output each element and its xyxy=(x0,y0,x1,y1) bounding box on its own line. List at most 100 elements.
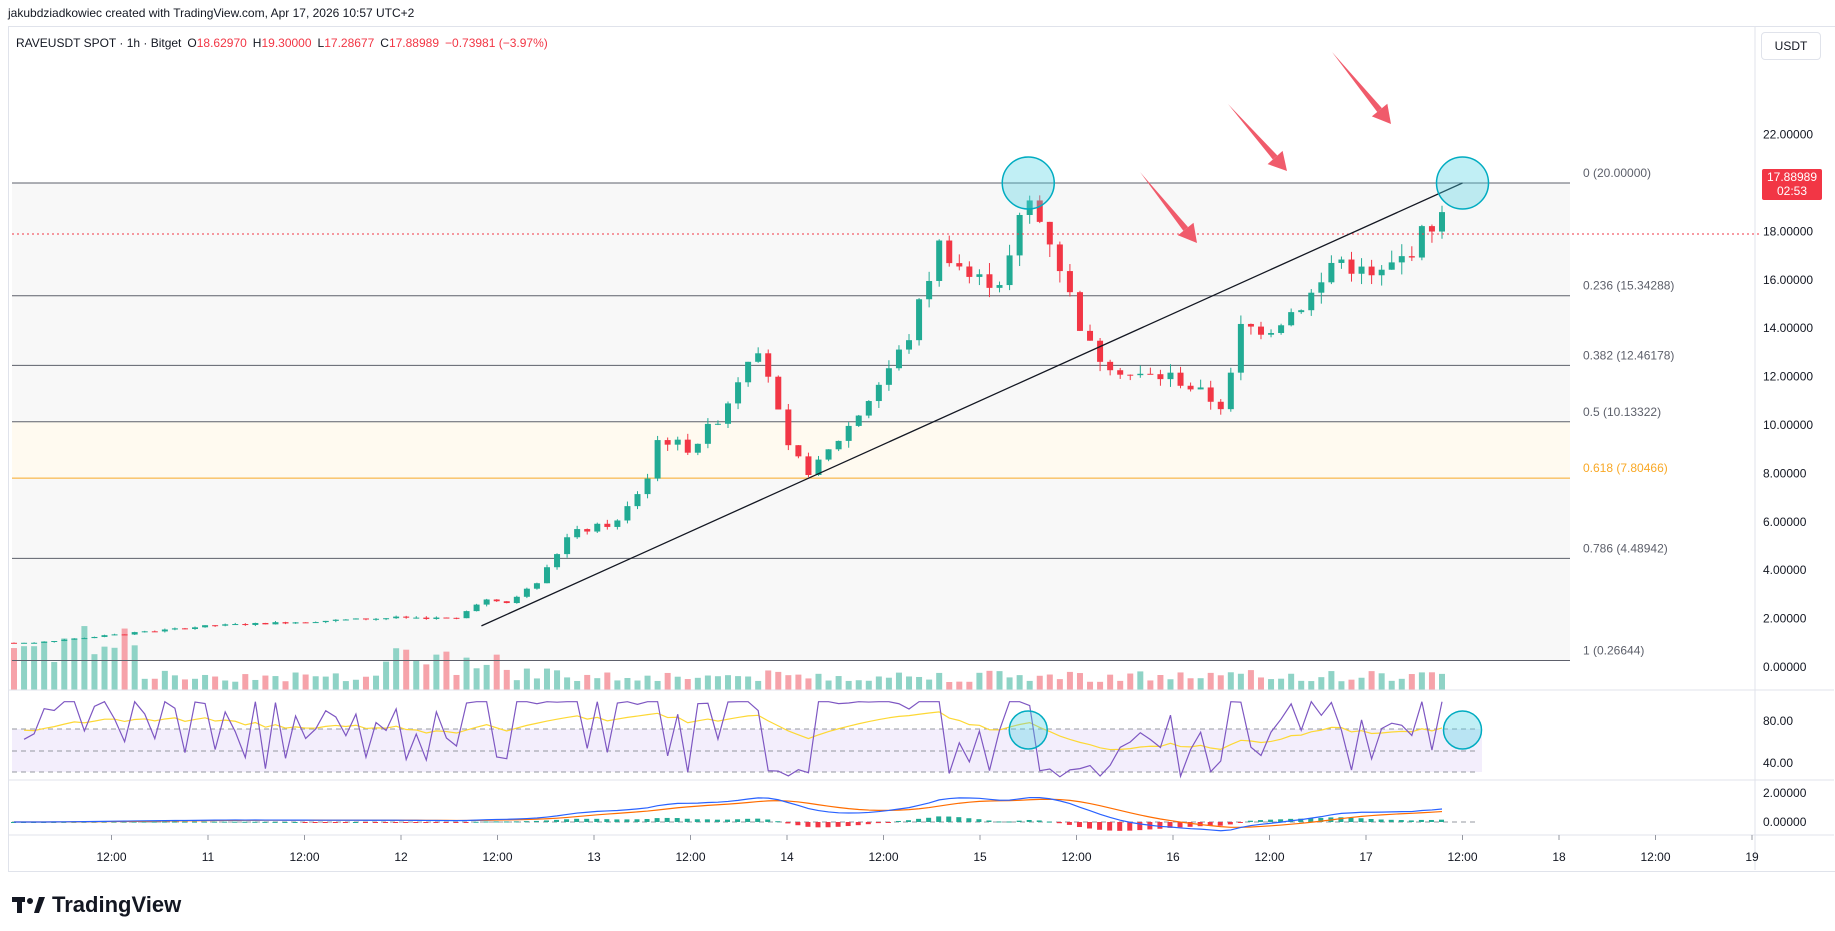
volume-bar xyxy=(1147,680,1154,690)
time-tick-label: 12:00 xyxy=(1447,850,1477,864)
candle-body xyxy=(1308,292,1315,311)
volume-bar xyxy=(1268,679,1275,690)
macd-histogram-bar xyxy=(1338,817,1344,822)
volume-bar xyxy=(413,661,420,690)
macd-pane: 2.00000 0.00000 xyxy=(8,779,1834,832)
macd-histogram-bar xyxy=(171,821,177,823)
volume-bar xyxy=(614,680,621,690)
macd-histogram-bar xyxy=(996,821,1002,823)
time-tick-label: 13 xyxy=(587,850,601,864)
volume-bar xyxy=(1318,677,1325,690)
red-arrow-icon xyxy=(1140,172,1197,243)
macd-histogram-bar xyxy=(503,821,509,823)
macd-histogram-bar xyxy=(604,819,610,822)
candle-body xyxy=(282,622,289,624)
volume-bar xyxy=(151,678,158,690)
volume-bar xyxy=(835,676,842,690)
macd-histogram-bar xyxy=(1036,820,1042,822)
volume-bar xyxy=(1257,677,1264,690)
volume-bar xyxy=(1378,673,1385,690)
macd-histogram-bar xyxy=(212,821,218,823)
candle-body xyxy=(1439,212,1445,232)
highlight-circle xyxy=(1442,710,1483,750)
candle-body xyxy=(1006,255,1013,286)
candle-body xyxy=(966,266,973,277)
volume-bar xyxy=(423,664,430,690)
candle-body xyxy=(1418,226,1425,258)
macd-histogram-bar xyxy=(1388,819,1394,822)
candle-body xyxy=(725,403,731,424)
volume-bar xyxy=(373,675,380,690)
macd-histogram-bar xyxy=(11,822,16,823)
low-label: L xyxy=(317,36,325,50)
volume-bar xyxy=(946,681,953,690)
macd-histogram-bar xyxy=(533,820,539,822)
candle-body xyxy=(574,529,581,538)
volume-bar xyxy=(785,675,792,690)
macd-histogram-bar xyxy=(1167,822,1173,828)
macd-histogram-bar xyxy=(413,822,419,823)
candle-body xyxy=(926,280,933,300)
volume-bar xyxy=(1348,679,1355,690)
macd-histogram-bar xyxy=(1358,818,1364,822)
volume-bar xyxy=(1066,671,1073,690)
time-tick-label: 19 xyxy=(1745,850,1759,864)
volume-bar xyxy=(1046,674,1053,690)
last-price-tag: 17.88989 02:53 xyxy=(1762,169,1822,200)
macd-histogram-bar xyxy=(1318,817,1324,822)
candle-body xyxy=(1237,323,1244,373)
time-tick-label: 15 xyxy=(973,850,987,864)
macd-histogram-bar xyxy=(1107,822,1113,831)
candle-body xyxy=(483,599,490,605)
volume-bar xyxy=(141,678,148,690)
high-label: H xyxy=(252,36,262,50)
volume-bar xyxy=(513,680,520,690)
tradingview-brand[interactable]: TradingView xyxy=(12,892,181,918)
macd-histogram-bar xyxy=(322,822,328,823)
macd-histogram-bar xyxy=(131,821,137,823)
candle-body xyxy=(996,285,1003,288)
candle-body xyxy=(71,638,78,640)
price-tick-label: 4.00000 xyxy=(1763,563,1807,577)
volume-bar xyxy=(403,649,410,690)
candle-body xyxy=(51,641,58,643)
candle-body xyxy=(161,629,168,632)
macd-histogram-bar xyxy=(222,821,228,823)
candle-body xyxy=(111,634,118,636)
time-tick-label: 16 xyxy=(1166,850,1180,864)
macd-histogram-bar xyxy=(272,821,278,823)
tradingview-logo-icon xyxy=(12,897,45,913)
fib-level-label: 0.618 (7.80466) xyxy=(1583,461,1668,475)
macd-histogram-bar xyxy=(1247,820,1253,822)
candle-body xyxy=(222,624,229,626)
macd-histogram-bar xyxy=(342,822,348,823)
symbol-title[interactable]: RAVEUSDT SPOT · 1h · Bitget xyxy=(16,36,182,50)
macd-histogram-bar xyxy=(845,822,851,827)
highlight-circle xyxy=(1008,710,1048,750)
macd-histogram-bar xyxy=(795,822,801,826)
volume-bar xyxy=(171,675,178,690)
macd-histogram-bar xyxy=(1117,822,1123,831)
brand-name: TradingView xyxy=(52,892,182,917)
currency-unit-button[interactable]: USDT xyxy=(1761,32,1821,60)
macd-signal-line xyxy=(13,798,1443,828)
candle-body xyxy=(1398,256,1405,263)
symbol-legend[interactable]: RAVEUSDT SPOT · 1h · Bitget O18.62970 H19.… xyxy=(16,36,554,50)
candle-body xyxy=(1247,323,1254,327)
macd-histogram-bar xyxy=(373,822,379,823)
volume-bar xyxy=(11,648,17,690)
macd-histogram-bar xyxy=(564,819,570,822)
candle-body xyxy=(81,638,88,640)
volume-bar xyxy=(1157,675,1164,690)
volume-bar xyxy=(845,680,852,690)
volume-bar xyxy=(1298,680,1305,690)
volume-bar xyxy=(81,626,88,690)
time-tick-label: 18 xyxy=(1552,850,1566,864)
macd-histogram-bar xyxy=(775,821,781,823)
trendline xyxy=(481,182,1463,627)
candle-body xyxy=(815,459,822,476)
macd-histogram-bar xyxy=(1016,820,1022,822)
red-arrow-icon xyxy=(1332,52,1391,124)
macd-histogram-bar xyxy=(875,822,881,824)
